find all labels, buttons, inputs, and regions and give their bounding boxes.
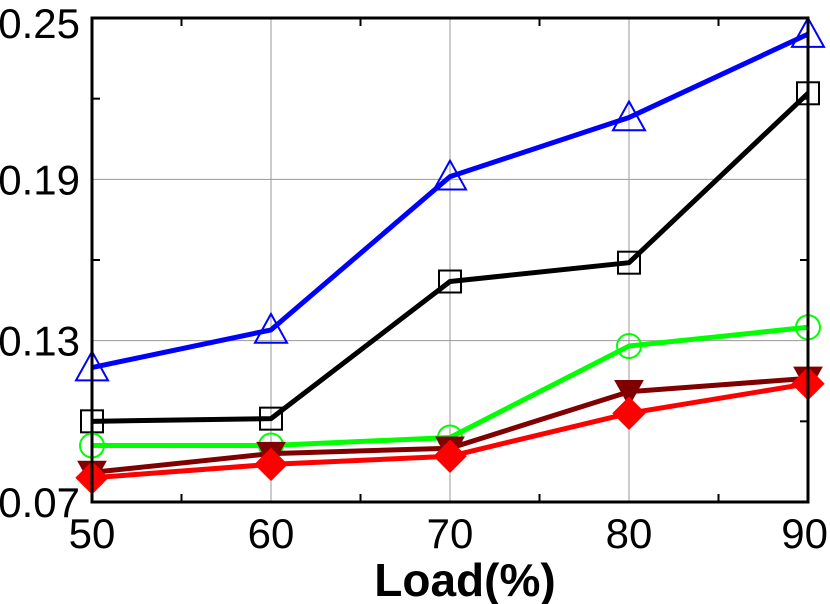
y-tick-label: 0.19	[0, 156, 80, 203]
data-point	[612, 396, 646, 430]
series-line	[91, 91, 810, 424]
data-point	[616, 333, 642, 360]
x-axis-title: Load(%)	[374, 554, 555, 604]
series-diamond-filled	[75, 366, 825, 495]
x-tick-label: 70	[427, 510, 474, 557]
y-tick-label: 0.07	[0, 479, 80, 526]
y-tick-label: 0.13	[0, 318, 80, 365]
x-tick-label: 90	[781, 510, 828, 557]
data-point	[254, 447, 288, 482]
data-point	[259, 406, 283, 431]
series-line	[91, 31, 810, 371]
x-tick-label: 50	[69, 510, 116, 557]
x-tick-label: 60	[248, 510, 295, 557]
data-point	[611, 99, 647, 132]
data-point	[438, 269, 462, 294]
y-tick-labels: 0.07 0.13 0.19 0.25	[0, 0, 80, 526]
x-tick-labels: 50 60 70 80 90	[69, 510, 828, 557]
y-tick-label: 0.25	[0, 0, 80, 47]
plot-frame	[90, 16, 810, 504]
data-point	[253, 311, 289, 344]
x-tick-label: 80	[606, 510, 653, 557]
data-point	[432, 158, 468, 191]
series-group	[74, 16, 826, 495]
data-point	[433, 439, 467, 473]
data-point	[614, 380, 644, 407]
grid-lines	[91, 17, 809, 503]
data-point	[617, 250, 641, 275]
